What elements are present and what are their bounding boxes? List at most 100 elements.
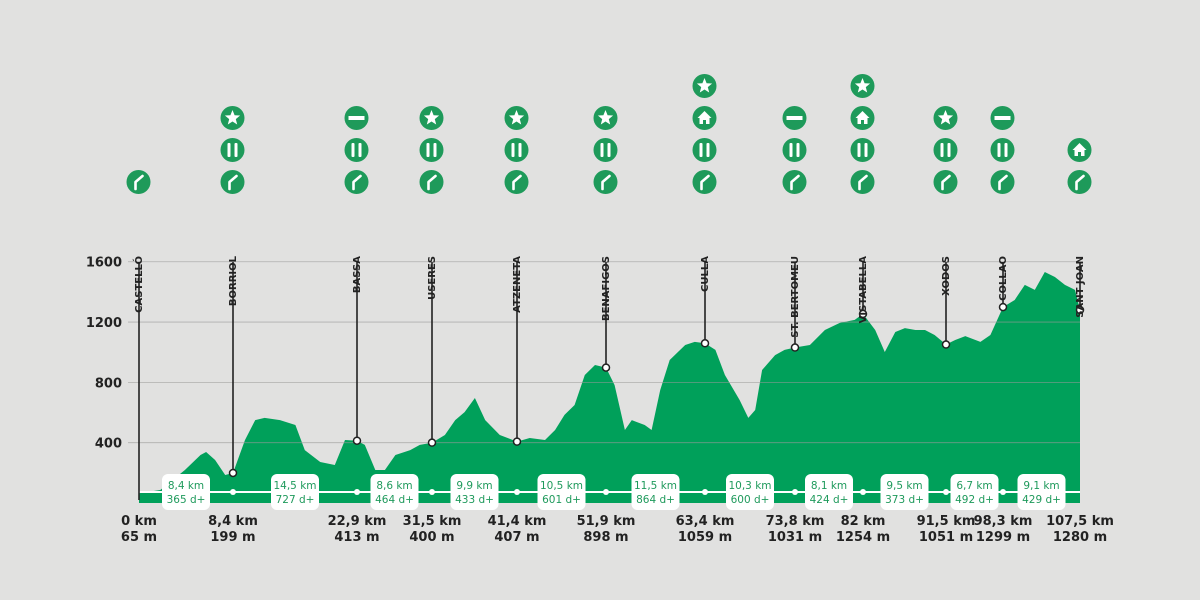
bike-icon [782, 170, 807, 194]
bike-glyph [858, 174, 868, 191]
station-elevation: 1299 m [976, 530, 1030, 545]
no-entry-glyph [994, 116, 1011, 120]
bike-glyph [998, 174, 1008, 191]
bike-icon-bg [1067, 170, 1092, 194]
no-entry-glyph [348, 116, 365, 120]
knife-glyph [607, 143, 611, 157]
food-icon-bg [344, 138, 369, 162]
route-dot [1000, 489, 1006, 495]
bike-glyph [1075, 174, 1085, 191]
fork-glyph [227, 143, 231, 157]
house-icon [850, 106, 875, 130]
station-km: 22,9 km [328, 514, 387, 529]
segment-climb: 365 d+ [167, 494, 206, 506]
fork-glyph [351, 143, 355, 157]
fork-glyph [600, 143, 604, 157]
segment-box: 9,5 km 373 d+ [880, 474, 929, 510]
no-entry-icon [782, 106, 807, 130]
bike-glyph [228, 174, 238, 191]
segment-box-bg [271, 474, 319, 510]
segment-distance: 14,5 km [273, 480, 316, 492]
star-icon [850, 74, 875, 98]
station-km: 8,4 km [208, 514, 258, 529]
segment-box-bg [631, 474, 680, 510]
route-dot [230, 489, 236, 495]
food-icon-bg [593, 138, 618, 162]
segment-box: 8,6 km 464 d+ [370, 474, 419, 510]
star-glyph [854, 78, 871, 93]
food-icon [344, 138, 369, 162]
bike-glyph [601, 174, 611, 191]
knife-glyph [1004, 143, 1008, 157]
food-icon [220, 138, 245, 162]
segment-distance: 10,5 km [540, 480, 583, 492]
food-icon-bg [782, 138, 807, 162]
bike-icon [220, 170, 245, 194]
fork-glyph [426, 143, 430, 157]
bike-icon-bg [990, 170, 1015, 194]
segment-distance: 9,9 km [456, 480, 492, 492]
station-name: BASSA [352, 256, 363, 293]
segment-box: 10,3 km 600 d+ [726, 474, 774, 510]
segment-box: 9,1 km 429 d+ [1017, 474, 1066, 510]
food-icon [504, 138, 529, 162]
knife-glyph [947, 143, 951, 157]
route-dot [603, 489, 609, 495]
bike-icon [344, 170, 369, 194]
food-icon-bg [220, 138, 245, 162]
route-dot [514, 489, 520, 495]
station-name: COLLAO [998, 256, 1009, 301]
route-dot [943, 489, 949, 495]
knife-glyph [706, 143, 710, 157]
bike-icon [419, 170, 444, 194]
segment-box-bg [880, 474, 929, 510]
star-icon [692, 74, 717, 98]
bike-icon-bg [593, 170, 618, 194]
segment-box: 8,4 km 365 d+ [162, 474, 210, 510]
station-name: VISTABELLA [858, 256, 869, 324]
station-name: USERES [427, 256, 438, 300]
star-icon [220, 106, 245, 130]
y-tick-label: 400 [95, 437, 122, 452]
station-marker [700, 339, 710, 348]
bike-glyph [427, 174, 437, 191]
segment-box-bg [726, 474, 774, 510]
route-dot [429, 489, 435, 495]
y-tick-label: 800 [95, 376, 122, 391]
segment-climb: 601 d+ [542, 494, 581, 506]
star-glyph [597, 110, 614, 125]
station-elevation: 898 m [583, 530, 628, 545]
station-elevation: 199 m [210, 530, 255, 545]
station-marker [1075, 305, 1085, 315]
station-km: 91,5 km [917, 514, 976, 529]
station-elevation: 1059 m [678, 530, 732, 545]
knife-glyph [433, 143, 437, 157]
bike-icon-bg [850, 170, 875, 194]
station-km: 107,5 km [1046, 514, 1114, 529]
star-icon [933, 106, 958, 130]
bike-icon-bg [504, 170, 529, 194]
house-glyph [855, 111, 870, 124]
bike-icon-bg [782, 170, 807, 194]
bike-icon [850, 170, 875, 194]
segment-distance: 9,1 km [1023, 480, 1059, 492]
station-elevation: 65 m [121, 530, 157, 545]
bike-icon-bg [344, 170, 369, 194]
elevation-area [139, 272, 1080, 503]
house-glyph [697, 111, 712, 124]
y-tick-label: 1600 [86, 256, 122, 271]
segment-distance: 8,6 km [376, 480, 412, 492]
fork-glyph [789, 143, 793, 157]
segment-box-bg [370, 474, 419, 510]
station-elevation: 1051 m [919, 530, 973, 545]
segment-box: 6,7 km 492 d+ [950, 474, 999, 510]
star-icon [593, 106, 618, 130]
house-icon [692, 106, 717, 130]
station-km: 73,8 km [766, 514, 825, 529]
star-glyph [696, 78, 713, 93]
station-name: CULLA [700, 256, 711, 292]
